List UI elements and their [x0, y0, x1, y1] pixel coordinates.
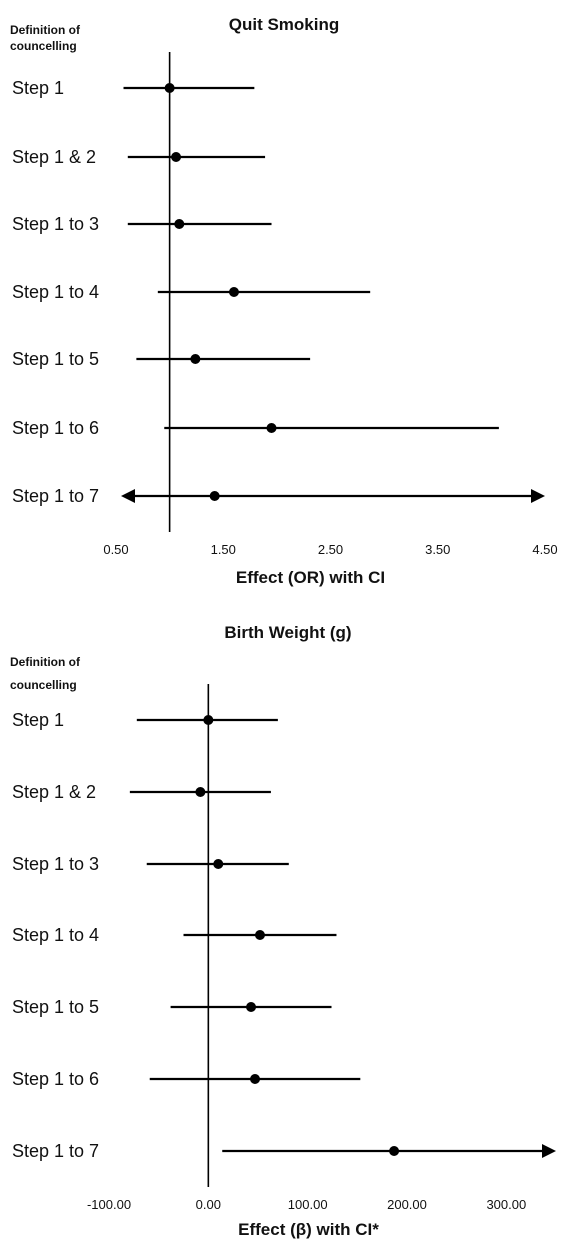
ci-arrow-left-0-6 — [121, 489, 135, 503]
definition-header-line2-1: councelling — [10, 678, 77, 692]
x-tick-label-1-2: 100.00 — [288, 1197, 328, 1212]
point-estimate-1-5 — [250, 1074, 261, 1084]
category-label-1-1: Step 1 & 2 — [12, 782, 96, 802]
point-estimate-0-6 — [209, 491, 220, 501]
chart-title-0: Quit Smoking — [229, 15, 340, 34]
x-tick-label-1-0: -100.00 — [87, 1197, 131, 1212]
category-label-0-2: Step 1 to 3 — [12, 214, 99, 234]
category-label-0-4: Step 1 to 5 — [12, 349, 99, 369]
category-label-0-3: Step 1 to 4 — [12, 282, 99, 302]
x-tick-label-0-0: 0.50 — [103, 542, 128, 557]
x-tick-label-0-4: 4.50 — [532, 542, 557, 557]
x-tick-label-0-1: 1.50 — [211, 542, 236, 557]
point-estimate-0-3 — [228, 287, 239, 297]
category-label-0-6: Step 1 to 7 — [12, 486, 99, 506]
x-axis-label-0: Effect (OR) with CI — [236, 568, 385, 587]
category-label-1-4: Step 1 to 5 — [12, 997, 99, 1017]
category-label-1-2: Step 1 to 3 — [12, 854, 99, 874]
ci-arrow-right-0-6 — [531, 489, 545, 503]
point-estimate-0-0 — [164, 83, 175, 93]
point-estimate-1-1 — [195, 787, 206, 797]
point-estimate-0-5 — [266, 423, 277, 433]
point-estimate-1-2 — [213, 859, 224, 869]
category-label-1-5: Step 1 to 6 — [12, 1069, 99, 1089]
definition-header-line2-0: councelling — [10, 39, 77, 53]
x-tick-label-0-2: 2.50 — [318, 542, 343, 557]
category-label-0-0: Step 1 — [12, 78, 64, 98]
category-label-1-3: Step 1 to 4 — [12, 925, 99, 945]
category-label-0-1: Step 1 & 2 — [12, 147, 96, 167]
definition-header-line1-1: Definition of — [10, 655, 81, 669]
x-tick-label-1-4: 300.00 — [486, 1197, 526, 1212]
category-label-0-5: Step 1 to 6 — [12, 418, 99, 438]
point-estimate-1-6 — [389, 1146, 400, 1156]
definition-header-line1-0: Definition of — [10, 23, 81, 37]
x-axis-label-1: Effect (β) with CI* — [238, 1220, 379, 1239]
point-estimate-0-4 — [190, 354, 201, 364]
ci-arrow-right-1-6 — [542, 1144, 556, 1158]
point-estimate-1-3 — [254, 930, 265, 940]
x-tick-label-1-1: 0.00 — [196, 1197, 221, 1212]
category-label-1-0: Step 1 — [12, 710, 64, 730]
x-tick-label-0-3: 3.50 — [425, 542, 450, 557]
x-tick-label-1-3: 200.00 — [387, 1197, 427, 1212]
point-estimate-0-1 — [171, 152, 182, 162]
point-estimate-1-0 — [203, 715, 214, 725]
point-estimate-0-2 — [174, 219, 185, 229]
chart-title-1: Birth Weight (g) — [224, 623, 351, 642]
category-label-1-6: Step 1 to 7 — [12, 1141, 99, 1161]
point-estimate-1-4 — [246, 1002, 257, 1012]
